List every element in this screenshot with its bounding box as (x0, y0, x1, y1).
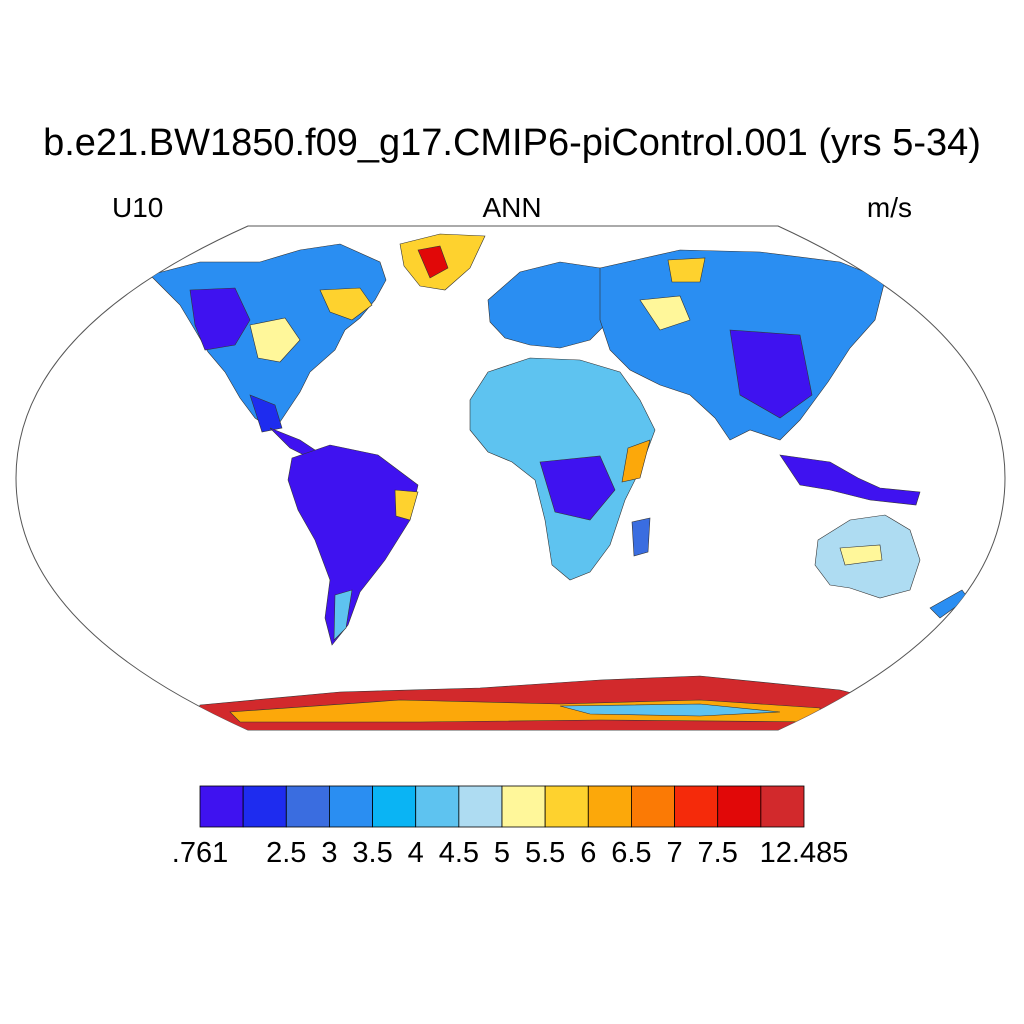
colorbar-swatch (544, 785, 589, 828)
colorbar-label: 2.5 (266, 837, 306, 869)
colorbar-label: 5 (494, 837, 510, 869)
colorbar-label: .761 (172, 837, 228, 869)
colorbar-swatch (717, 785, 762, 828)
colorbar-label: 6.5 (611, 837, 651, 869)
colorbar-swatch (372, 785, 417, 828)
map-title: b.e21.BW1850.f09_g17.CMIP6-piControl.001… (43, 122, 981, 164)
colorbar-swatch (631, 785, 675, 828)
south-america (287, 444, 419, 646)
colorbar-swatch (415, 785, 460, 828)
colorbar-label: 5.5 (525, 837, 565, 869)
colorbar-label: 4.5 (439, 837, 479, 869)
colorbar-swatch (242, 785, 287, 828)
colorbar-swatch (458, 785, 503, 828)
madagascar (631, 517, 651, 557)
europe (487, 261, 621, 349)
colorbar-swatch (285, 785, 330, 828)
colorbar-swatch (587, 785, 632, 828)
colorbar-swatch (199, 785, 244, 828)
colorbar-label: 3 (321, 837, 337, 869)
colorbar-swatch (674, 785, 719, 828)
units-label: m/s (866, 192, 912, 223)
season-label: ANN (482, 192, 542, 223)
variable-label: U10 (112, 192, 164, 223)
colorbar-label: 12.485 (760, 837, 849, 869)
colorbar-label: 3.5 (352, 837, 392, 869)
colorbar-label: 7 (667, 837, 683, 869)
colorbar-swatch (329, 785, 373, 828)
colorbar-label: 4 (408, 837, 424, 869)
indonesia (779, 454, 921, 506)
colorbar-swatch (760, 785, 805, 828)
colorbar-swatch (501, 785, 546, 828)
colorbar-label: 6 (580, 837, 596, 869)
colorbar-label: 7.5 (698, 837, 738, 869)
